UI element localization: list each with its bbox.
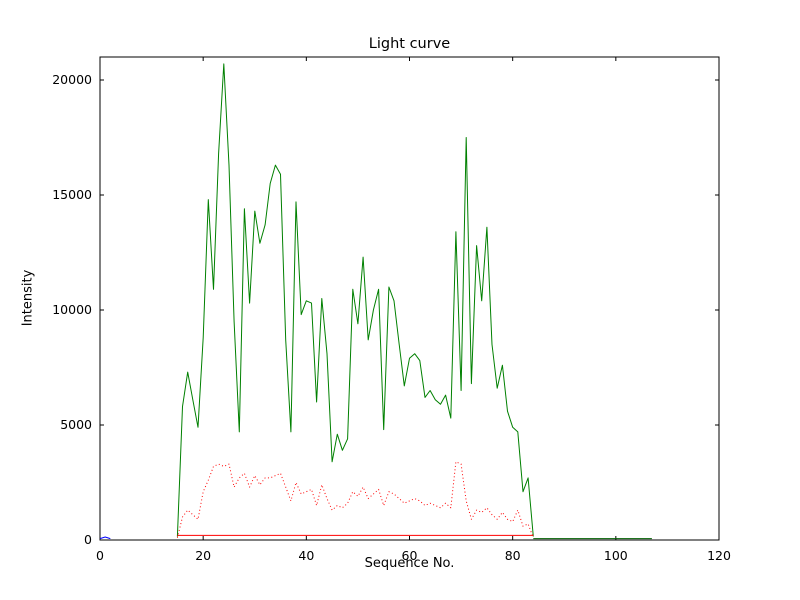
x-tick-label: 120 (707, 548, 731, 563)
x-axis-label: Sequence No. (364, 556, 455, 571)
x-tick-label: 20 (195, 548, 211, 563)
y-tick-label: 5000 (60, 417, 92, 432)
x-tick-label: 100 (604, 548, 628, 563)
x-tick-label: 40 (298, 548, 314, 563)
y-tick-label: 15000 (52, 187, 92, 202)
plot-frame (99, 56, 720, 541)
series-background-dotted (176, 461, 534, 538)
x-tick-label: 80 (505, 548, 521, 563)
series-start-marker-blue (99, 536, 111, 540)
series-intensity-main (176, 63, 534, 537)
chart-title: Light curve (368, 36, 451, 52)
y-tick-label: 20000 (52, 72, 92, 87)
x-tick-label: 60 (402, 548, 418, 563)
y-tick-label: 0 (84, 532, 92, 547)
x-tick-label: 0 (96, 548, 104, 563)
y-axis-label: Intensity (20, 269, 36, 327)
y-tick-label: 10000 (52, 302, 92, 317)
